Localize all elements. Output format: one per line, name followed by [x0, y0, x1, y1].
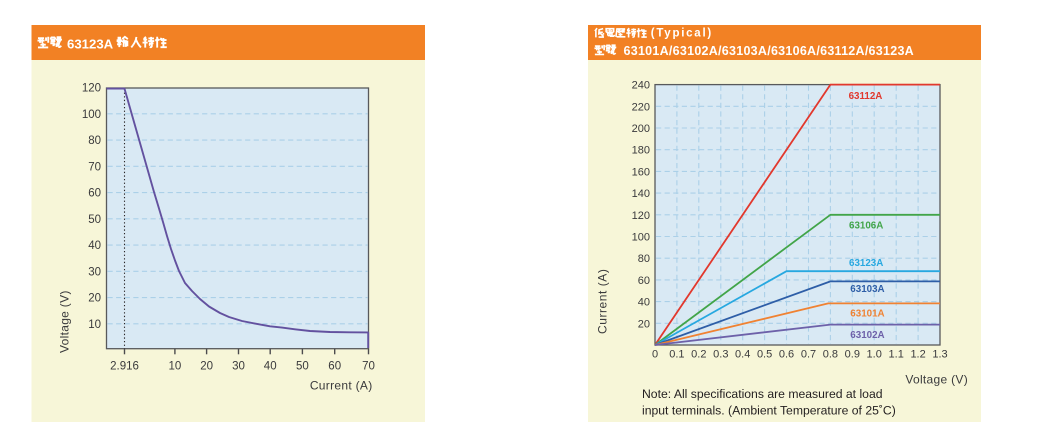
svg-text:63123A: 63123A [67, 36, 114, 51]
svg-text:10: 10 [88, 319, 101, 331]
svg-text:input terminals. (Ambient Temp: input terminals. (Ambient Temperature of… [642, 404, 896, 418]
svg-text:40: 40 [638, 297, 650, 309]
svg-text:1.0: 1.0 [867, 349, 882, 361]
svg-text:30: 30 [88, 266, 101, 278]
svg-text:63103A: 63103A [850, 284, 884, 295]
svg-text:140: 140 [632, 188, 650, 200]
svg-text:Note: All specifications are m: Note: All specifications are measured at… [642, 387, 883, 401]
svg-text:80: 80 [638, 253, 650, 265]
svg-text:60: 60 [328, 361, 341, 373]
svg-text:200: 200 [632, 123, 650, 135]
svg-text:20: 20 [200, 361, 213, 373]
svg-text:30: 30 [232, 361, 245, 373]
svg-text:70: 70 [362, 361, 375, 373]
svg-text:(Typical): (Typical) [651, 27, 713, 39]
svg-text:Current (A): Current (A) [596, 269, 610, 334]
svg-text:0.2: 0.2 [691, 349, 706, 361]
svg-text:60: 60 [88, 188, 101, 200]
svg-text:50: 50 [88, 214, 101, 226]
svg-text:63101A: 63101A [850, 309, 884, 320]
svg-text:0.4: 0.4 [735, 349, 750, 361]
svg-text:20: 20 [88, 293, 101, 305]
svg-text:0.8: 0.8 [823, 349, 838, 361]
svg-text:63106A: 63106A [849, 221, 883, 232]
svg-text:40: 40 [88, 240, 101, 252]
svg-text:60: 60 [638, 275, 650, 287]
svg-text:120: 120 [632, 210, 650, 222]
svg-text:1.2: 1.2 [910, 349, 925, 361]
svg-text:120: 120 [82, 83, 101, 95]
svg-text:100: 100 [632, 232, 650, 244]
svg-text:50: 50 [296, 361, 309, 373]
svg-text:1.1: 1.1 [889, 349, 904, 361]
svg-text:0.9: 0.9 [845, 349, 860, 361]
svg-text:80: 80 [88, 135, 101, 147]
svg-text:20: 20 [638, 318, 650, 330]
svg-text:0.6: 0.6 [779, 349, 794, 361]
svg-text:0.7: 0.7 [801, 349, 816, 361]
svg-text:1.3: 1.3 [932, 349, 947, 361]
svg-text:10: 10 [169, 361, 182, 373]
svg-text:0.5: 0.5 [757, 349, 772, 361]
svg-text:240: 240 [632, 80, 650, 92]
svg-text:63112A: 63112A [849, 91, 883, 102]
svg-text:0.3: 0.3 [713, 349, 728, 361]
svg-text:0: 0 [652, 349, 658, 361]
svg-text:70: 70 [88, 161, 101, 173]
svg-text:180: 180 [632, 145, 650, 157]
svg-text:Current (A): Current (A) [310, 379, 373, 393]
svg-text:160: 160 [632, 166, 650, 178]
svg-text:63101A/63102A/63103A/63106A/63: 63101A/63102A/63103A/63106A/63112A/63123… [624, 44, 914, 58]
svg-text:63123A: 63123A [849, 258, 883, 269]
svg-text:63102A: 63102A [850, 330, 884, 341]
svg-text:40: 40 [264, 361, 277, 373]
svg-text:2.916: 2.916 [110, 361, 139, 373]
svg-text:220: 220 [632, 101, 650, 113]
svg-text:Voltage (V): Voltage (V) [58, 290, 72, 353]
svg-text:Voltage (V): Voltage (V) [905, 373, 968, 387]
svg-text:100: 100 [82, 109, 101, 121]
svg-text:0.1: 0.1 [669, 349, 684, 361]
